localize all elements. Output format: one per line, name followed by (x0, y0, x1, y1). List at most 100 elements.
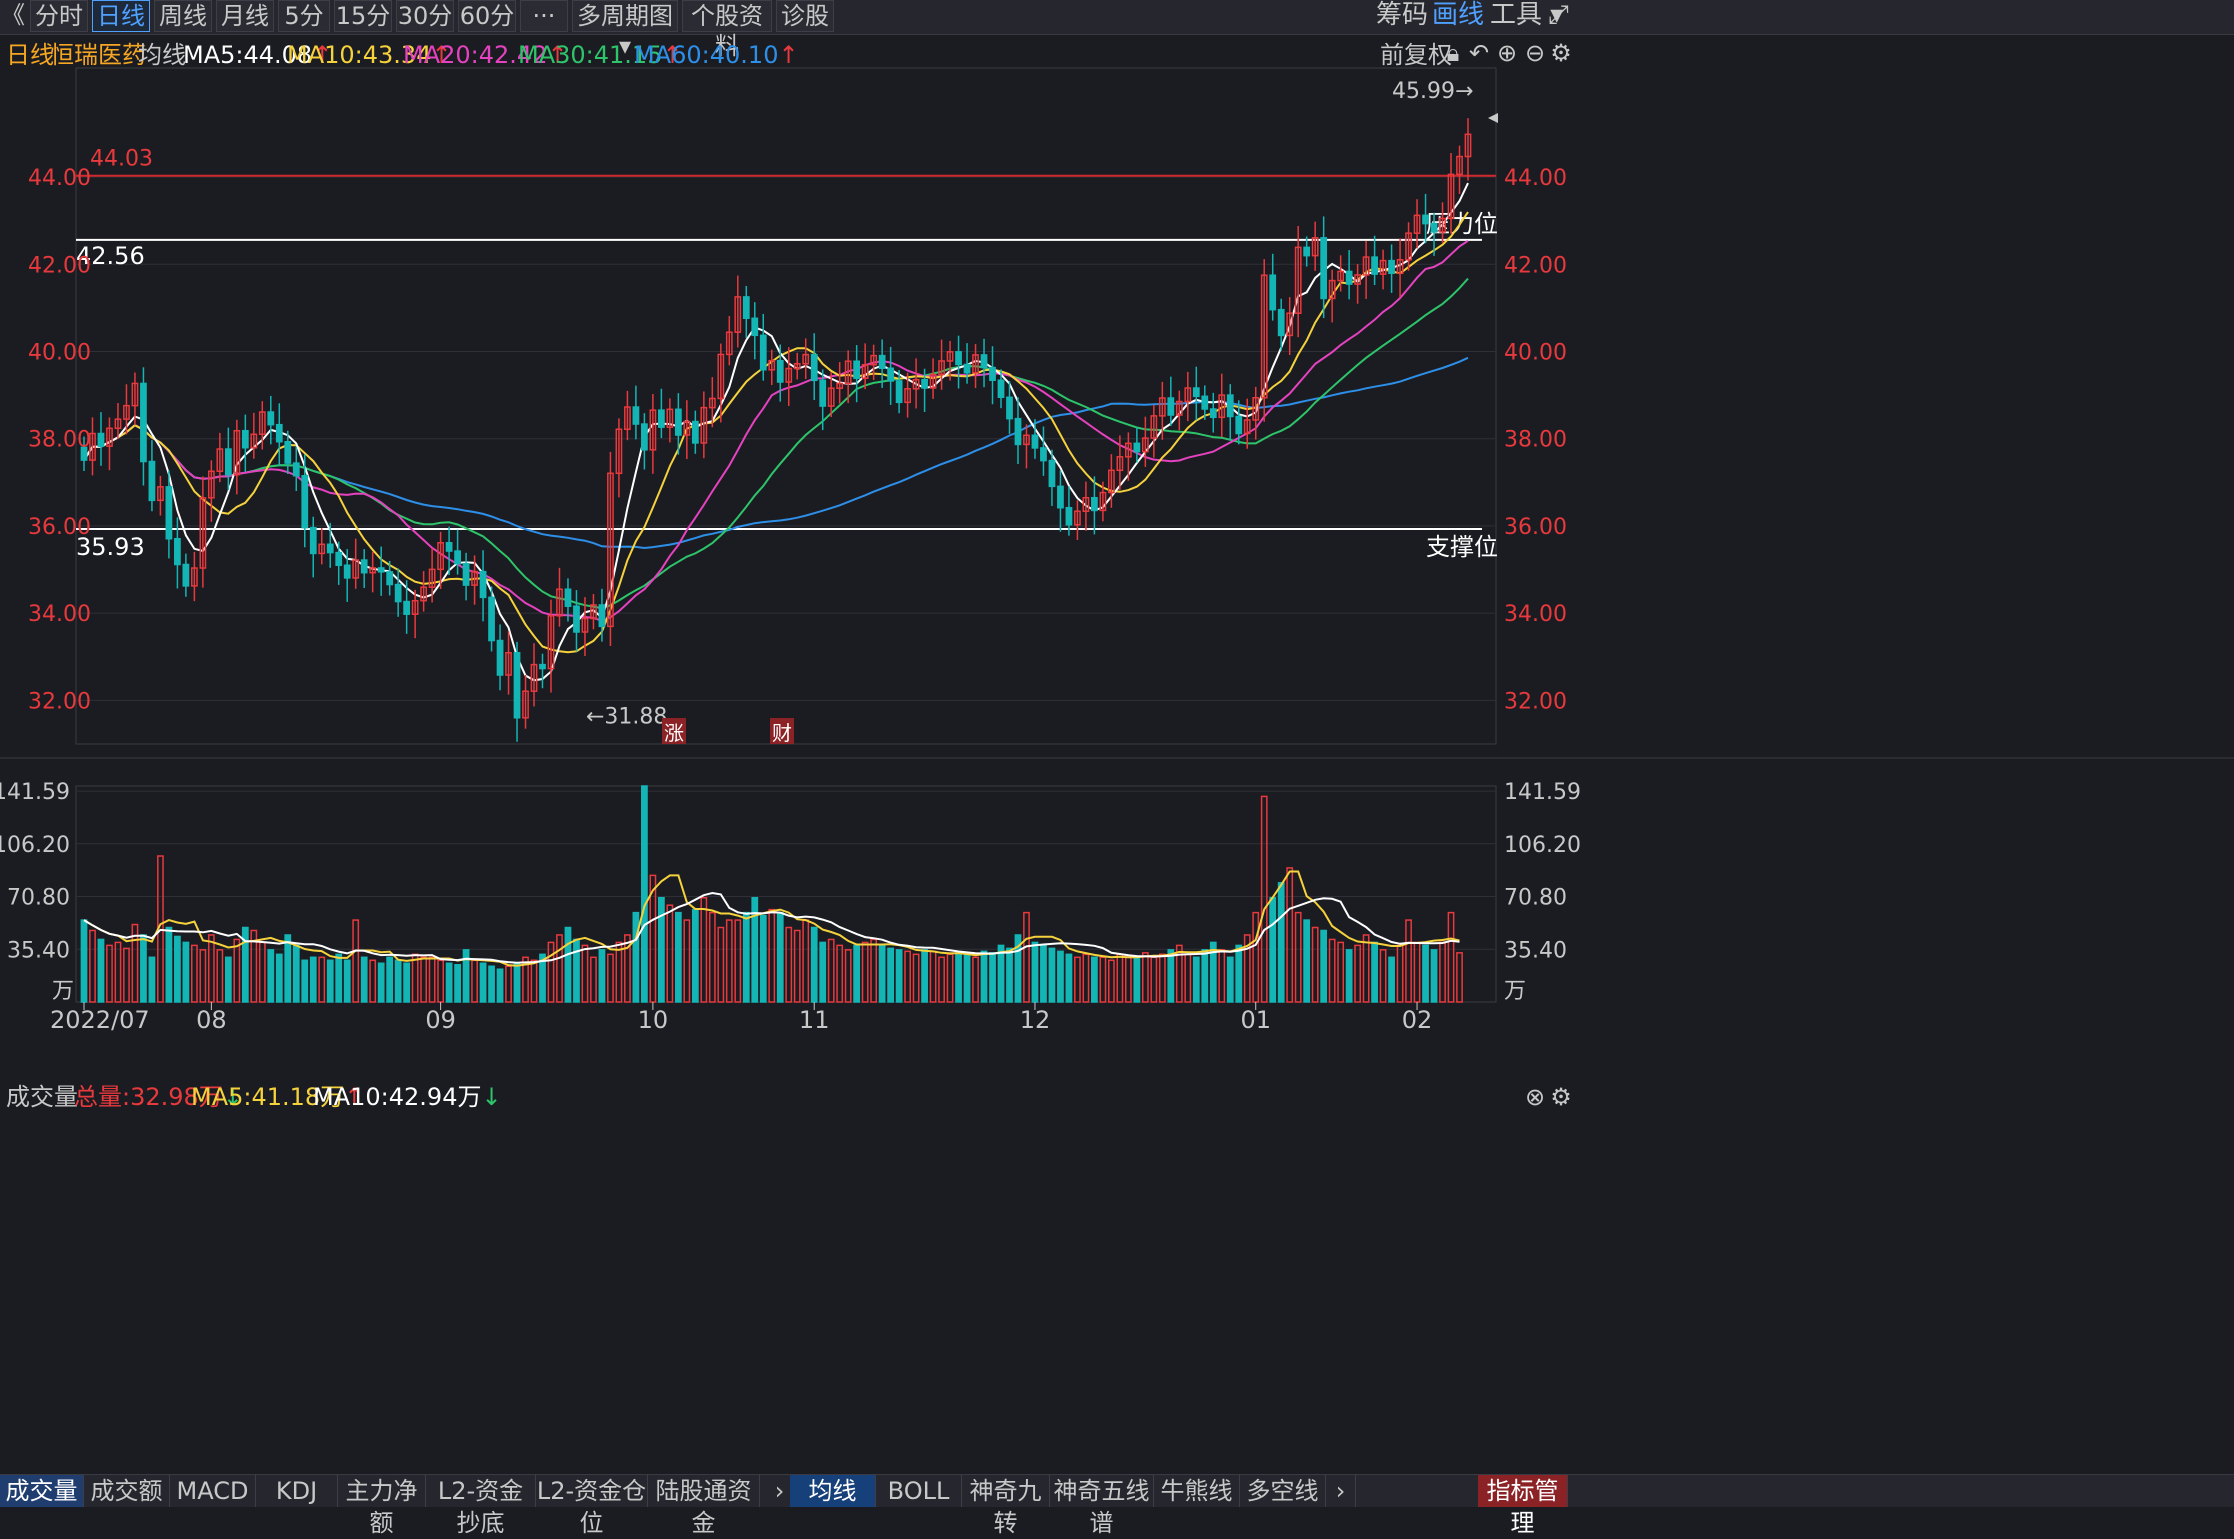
indicator-manage-button[interactable]: 指标管理 (1478, 1475, 1568, 1537)
lock-icon[interactable]: 🔒︎ (1446, 39, 1460, 67)
x-tick-label: 12 (1020, 1006, 1051, 1034)
low-price-label: ←31.88 (586, 705, 667, 730)
close-volume-icon[interactable]: ⊗ (1524, 1083, 1546, 1111)
volume-bar-down (1192, 956, 1200, 1003)
tab-stock-info[interactable]: 个股资料 (682, 0, 772, 60)
candle-down (810, 353, 818, 382)
volume-tick-right: 35.40 (1504, 938, 1567, 963)
tab-zhouxian[interactable]: 周线 (154, 0, 212, 32)
tab-fenshi[interactable]: 分时 (30, 0, 88, 32)
fuquan-button[interactable]: 前复权 (1380, 41, 1452, 69)
draw-line-button[interactable]: 画线 (1432, 0, 1485, 30)
indicator-tab-left[interactable]: KDJ (256, 1475, 338, 1507)
volume-ma5-readout: MA5:41.18万↑ (191, 1078, 364, 1116)
indicator-tab-left[interactable]: MACD (170, 1475, 256, 1507)
volume-bar-up (530, 959, 538, 1003)
price-tick-right: 44.00 (1504, 166, 1567, 191)
ma30-line (83, 277, 1469, 610)
candle-down (1031, 434, 1039, 449)
zoom-out-icon[interactable]: ⊖ (1524, 39, 1546, 67)
candle-down (454, 550, 461, 565)
indicator-tab-right[interactable]: 牛熊线 (1154, 1475, 1240, 1507)
candle-down (479, 570, 487, 599)
resistance-label: 压力位 (1426, 210, 1498, 238)
tab-15min[interactable]: 15分 (334, 0, 392, 32)
more-button[interactable]: ··· (520, 0, 568, 32)
tab-30min[interactable]: 30分 (396, 0, 454, 32)
indicator-tab-right[interactable]: 神奇五线谱 (1050, 1475, 1154, 1537)
volume-bar-up (1379, 949, 1387, 1003)
indicator-tab-left[interactable]: 成交额 (84, 1475, 170, 1507)
volume-bar-up (615, 941, 623, 1003)
indicator-tab-left[interactable]: L2-资金抄底 (426, 1475, 536, 1537)
candle-up (1099, 491, 1107, 512)
multi-period-dropdown[interactable]: 多周期图 ▾ (572, 0, 678, 60)
tab-5min[interactable]: 5分 (278, 0, 330, 32)
volume-bar-up (522, 956, 529, 1003)
candle-down (343, 564, 351, 579)
volume-bar-down (174, 935, 181, 1003)
x-tick-label: 02 (1402, 1006, 1433, 1034)
volume-bar-up (624, 934, 631, 1003)
indicator-tab-left[interactable]: 主力净额 (338, 1475, 426, 1537)
candle-down (80, 446, 88, 461)
indicator-tab-right[interactable]: 神奇九转 (962, 1475, 1050, 1537)
candle-up (114, 418, 122, 430)
volume-bar-up (904, 950, 911, 1003)
candle-up (1243, 419, 1251, 435)
volume-bar-up (369, 959, 377, 1003)
ma-label[interactable]: 均线 (138, 41, 186, 69)
volume-bar-up (89, 929, 96, 1003)
candle-down (751, 317, 759, 337)
undo-icon[interactable]: ↶ (1468, 39, 1490, 67)
candle-up (522, 690, 529, 719)
indicator-tab-right[interactable]: 多空线 (1240, 1475, 1326, 1507)
marker-zhang: 涨 (664, 721, 684, 745)
indicator-tab-left[interactable]: 成交量 (0, 1475, 84, 1507)
volume-bar-down (980, 950, 988, 1003)
indicator-tab-left[interactable]: L2-资金仓位 (536, 1475, 648, 1537)
volume-bar-up (972, 956, 979, 1003)
moving-average-lines (83, 182, 1469, 682)
volume-bar-up (318, 956, 326, 1003)
candle-up (131, 382, 139, 407)
volume-settings-icon[interactable]: ⚙ (1550, 1083, 1572, 1111)
ma30-value: MA30:41.15 (518, 41, 663, 69)
kline-chart[interactable]: 44.03 42.56 压力位 35.93 支撑位 45.99→ ←31.88涨 财 44.0… (0, 0, 2234, 1506)
indicator-tab-right[interactable]: 均线 (790, 1475, 876, 1507)
candle-down (326, 543, 334, 554)
volume-bar-down (1269, 896, 1277, 1003)
chouma-button[interactable]: 筹码 (1376, 0, 1429, 30)
ma60-line (83, 356, 1469, 550)
tab-diagnose[interactable]: 诊股 (776, 0, 834, 32)
scroll-right-button[interactable]: › (1326, 1475, 1356, 1507)
volume-bar-up (1405, 919, 1412, 1003)
tab-yuexian[interactable]: 月线 (216, 0, 274, 32)
support-value-label: 35.93 (76, 533, 145, 561)
tab-rixian[interactable]: 日线 (92, 0, 150, 32)
tab-60min[interactable]: 60分 (458, 0, 516, 32)
volume-bar-down (853, 944, 861, 1003)
volume-bar-up (938, 956, 945, 1003)
expand-icon[interactable]: ⤢ (1548, 0, 1569, 30)
tools-dropdown[interactable]: 工具 ▾ (1490, 0, 1564, 30)
volume-bar-down (1014, 934, 1022, 1003)
zoom-in-icon[interactable]: ⊕ (1496, 39, 1518, 67)
down-arrow-icon: ↓ (481, 1083, 502, 1111)
settings-icon[interactable]: ⚙ (1550, 39, 1572, 67)
candle-down (1303, 246, 1311, 257)
back-button[interactable]: 《 (1, 1, 25, 29)
volume-bar-down (301, 959, 309, 1003)
candle-up (624, 406, 631, 431)
candle-down (1192, 387, 1200, 398)
candle-up (1379, 259, 1387, 275)
volume-bar-up (505, 965, 512, 1003)
indicator-tab-right[interactable]: BOLL (876, 1475, 962, 1507)
volume-bar-down (80, 919, 88, 1003)
up-arrow-icon: ↑ (662, 41, 683, 69)
candle-down (776, 359, 784, 383)
candle-down (496, 639, 504, 676)
volume-bar-up (258, 941, 266, 1003)
volume-bar-up (1337, 941, 1345, 1003)
indicator-tab-left[interactable]: 陆股通资金 (648, 1475, 760, 1537)
